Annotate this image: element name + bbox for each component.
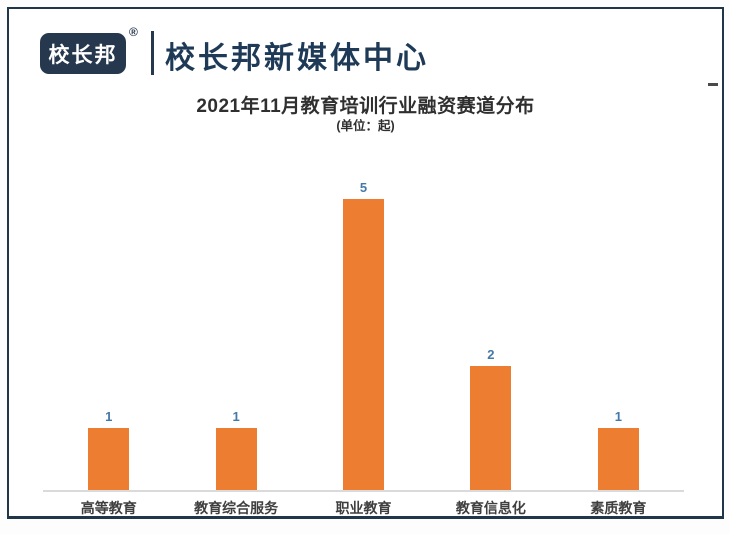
bar-value-label: 2 <box>487 347 495 363</box>
x-axis-line <box>43 490 684 492</box>
x-axis-label: 职业教育 <box>335 500 392 516</box>
chart-title: 2021年11月教育培训行业融资赛道分布 <box>196 96 535 117</box>
header-divider <box>151 31 154 75</box>
brand-logo-text: 校长邦 <box>48 43 118 67</box>
bar <box>88 428 130 490</box>
bar <box>215 428 257 490</box>
bar-column: 1 <box>555 181 682 490</box>
bar-column: 1 <box>45 181 172 490</box>
bar <box>343 199 385 490</box>
bar-value-label: 5 <box>359 180 368 195</box>
bar-value-label: 1 <box>614 409 622 425</box>
bar-column: 2 <box>427 181 554 490</box>
x-axis-labels: 高等教育 教育综合服务 职业教育 教育信息化 素质教育 <box>45 498 682 518</box>
brand-logo: 校长邦 <box>40 33 126 74</box>
content-frame: 校长邦 ® 校长邦新媒体中心 2021年11月教育培训行业融资赛道分布 (单位：… <box>7 7 724 519</box>
plot-area: 1 1 5 2 1 <box>45 181 682 490</box>
bar-column: 5 <box>300 181 427 490</box>
chart-unit-label: (单位：起) <box>336 119 395 133</box>
brand-title: 校长邦新媒体中心 <box>165 42 429 75</box>
bar-value-label: 1 <box>105 409 113 425</box>
bar-value-label: 1 <box>232 409 240 425</box>
registered-trademark-icon: ® <box>129 25 138 39</box>
x-axis-label: 教育综合服务 <box>194 500 279 516</box>
bar-column: 1 <box>172 181 299 490</box>
dash-mark <box>708 83 718 86</box>
x-axis-label: 素质教育 <box>590 500 647 516</box>
x-axis-label: 教育信息化 <box>455 500 526 516</box>
x-axis-label: 高等教育 <box>80 500 137 516</box>
bar <box>597 428 639 490</box>
bar <box>470 366 512 490</box>
